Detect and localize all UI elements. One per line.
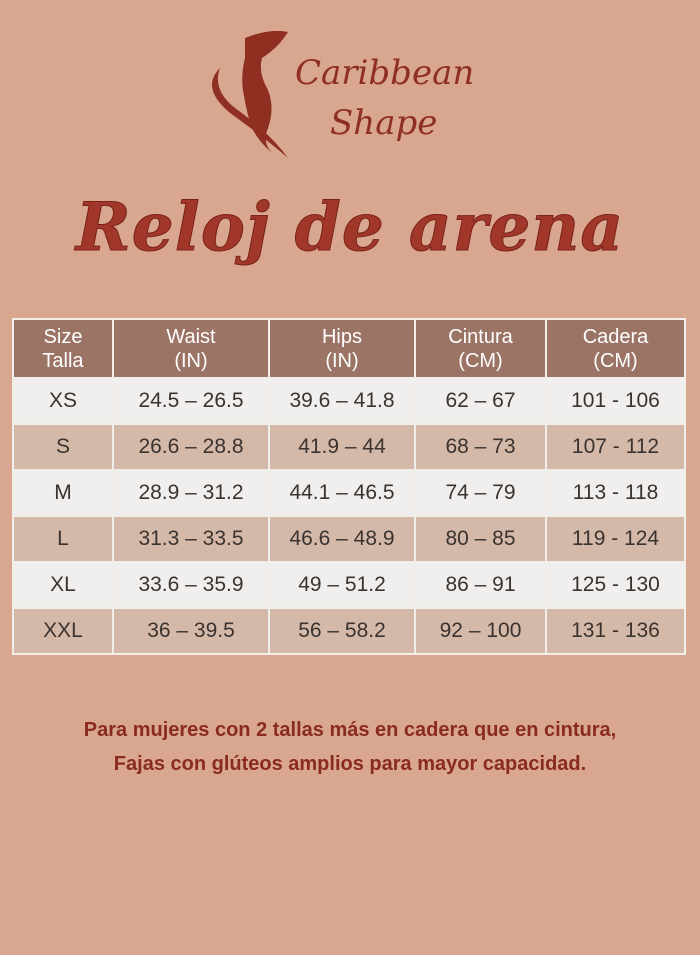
column-header-l2: Talla [42,349,84,372]
table-cell: 107 - 112 [545,423,686,471]
page-title: Reloj de arena [75,188,625,267]
table-cell: 74 – 79 [414,469,547,517]
table-cell: 131 - 136 [545,607,686,655]
table-cell: XXL [12,607,114,655]
table-cell: 56 – 58.2 [268,607,416,655]
table-cell: L [12,515,114,563]
table-cell: M [12,469,114,517]
table-cell: XS [12,377,114,425]
table-cell: 33.6 – 35.9 [112,561,270,609]
table-cell: 39.6 – 41.8 [268,377,416,425]
column-header-l1: Size [43,325,83,348]
table-cell: 36 – 39.5 [112,607,270,655]
footnote: Para mujeres con 2 tallas más en cadera … [0,713,700,781]
table-cell: 80 – 85 [414,515,547,563]
column-header-l2: (IN) [325,349,359,372]
footnote-line2: Fajas con glúteos amplios para mayor cap… [113,753,587,775]
table-cell: S [12,423,114,471]
table-cell: 28.9 – 31.2 [112,469,270,517]
column-header-l2: (IN) [174,349,208,372]
column-header: Waist (IN) [112,318,270,379]
column-header: Hips (IN) [268,318,416,379]
table-cell: 113 - 118 [545,469,686,517]
column-header-l1: Hips [321,325,362,348]
table-cell: 49 – 51.2 [268,561,416,609]
column-header: Cadera (CM) [545,318,686,379]
table-cell: 62 – 67 [414,377,547,425]
column-header-l2: (CM) [593,349,638,372]
size-chart-table: Size Talla Waist (IN) Hips (IN) Cintura (CM) Cad… [12,318,686,655]
table-row: XS 24.5 – 26.5 39.6 – 41.8 62 – 67 101 - 106 [12,377,686,425]
table-cell: 41.9 – 44 [268,423,416,471]
table-row: M 28.9 – 31.2 44.1 – 46.5 74 – 79 113 - 118 [12,469,686,517]
table-cell: XL [12,561,114,609]
column-header-l1: Cadera [582,325,649,348]
table-cell: 92 – 100 [414,607,547,655]
table-cell: 44.1 – 46.5 [268,469,416,517]
column-header-l2: (CM) [458,349,503,372]
table-cell: 86 – 91 [414,561,547,609]
silhouette-icon [212,30,288,158]
table-cell: 68 – 73 [414,423,547,471]
table-row: L 31.3 – 33.5 46.6 – 48.9 80 – 85 119 - 124 [12,515,686,563]
brand-logo: Caribbean Shape [200,28,500,168]
column-header-l1: Waist [166,325,216,348]
table-cell: 31.3 – 33.5 [112,515,270,563]
column-header-l1: Cintura [448,325,513,348]
table-row: S 26.6 – 28.8 41.9 – 44 68 – 73 107 - 112 [12,423,686,471]
table-cell: 125 - 130 [545,561,686,609]
brand-name-line2: Shape [330,103,438,143]
footnote-line1: Para mujeres con 2 tallas más en cadera … [83,719,617,741]
table-cell: 24.5 – 26.5 [112,377,270,425]
table-row: XL 33.6 – 35.9 49 – 51.2 86 – 91 125 - 130 [12,561,686,609]
table-cell: 119 - 124 [545,515,686,563]
table-row: XXL 36 – 39.5 56 – 58.2 92 – 100 131 - 136 [12,607,686,655]
brand-name-line1: Caribbean [295,53,475,93]
column-header: Cintura (CM) [414,318,547,379]
table-cell: 26.6 – 28.8 [112,423,270,471]
table-cell: 46.6 – 48.9 [268,515,416,563]
column-header: Size Talla [12,318,114,379]
table-cell: 101 - 106 [545,377,686,425]
